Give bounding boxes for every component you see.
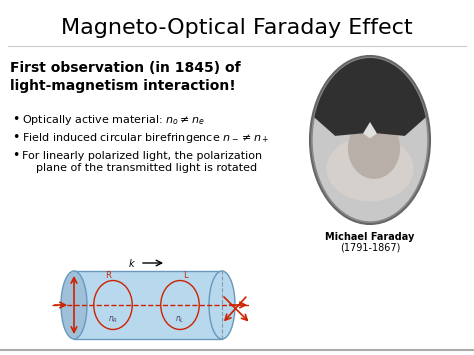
Text: Michael Faraday: Michael Faraday: [325, 232, 415, 242]
Ellipse shape: [310, 56, 430, 224]
Polygon shape: [363, 122, 377, 138]
Text: First observation (in 1845) of: First observation (in 1845) of: [10, 61, 241, 75]
Ellipse shape: [312, 58, 428, 222]
Text: •: •: [12, 149, 19, 163]
Text: $n_L$: $n_L$: [175, 315, 185, 326]
Text: L: L: [182, 271, 187, 279]
Text: Magneto-Optical Faraday Effect: Magneto-Optical Faraday Effect: [61, 18, 413, 38]
Text: •: •: [12, 114, 19, 126]
Text: For linearly polarized light, the polarization: For linearly polarized light, the polari…: [22, 151, 262, 161]
Ellipse shape: [327, 136, 413, 202]
Ellipse shape: [61, 271, 87, 339]
Polygon shape: [312, 58, 428, 136]
Text: $k$: $k$: [128, 257, 136, 269]
Text: Optically active material: $n_o \neq n_e$: Optically active material: $n_o \neq n_e…: [22, 113, 205, 127]
Bar: [74, 271, 222, 339]
Text: light-magnetism interaction!: light-magnetism interaction!: [10, 79, 236, 93]
Text: (1791-1867): (1791-1867): [340, 242, 400, 252]
Text: •: •: [12, 131, 19, 144]
Text: $n_R$: $n_R$: [108, 315, 118, 326]
Text: R: R: [105, 271, 111, 279]
Ellipse shape: [348, 118, 400, 179]
Text: Field induced circular birefringence $n_- \neq n_+$: Field induced circular birefringence $n_…: [22, 131, 269, 145]
Text: plane of the transmitted light is rotated: plane of the transmitted light is rotate…: [22, 163, 257, 173]
Ellipse shape: [209, 271, 235, 339]
